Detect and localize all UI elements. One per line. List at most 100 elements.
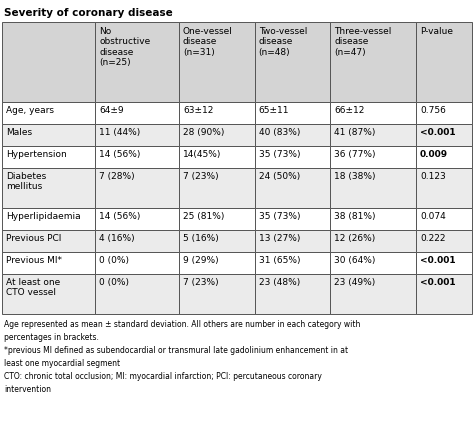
- Bar: [95, 230, 179, 252]
- Text: 0.756: 0.756: [420, 106, 446, 115]
- Text: 23 (49%): 23 (49%): [335, 278, 376, 287]
- Text: 0.222: 0.222: [420, 234, 446, 243]
- Bar: [330, 208, 416, 230]
- Bar: [179, 208, 255, 230]
- Bar: [179, 22, 255, 102]
- Bar: [2, 252, 95, 274]
- Text: Males: Males: [6, 128, 32, 137]
- Bar: [255, 252, 330, 274]
- Bar: [2, 146, 95, 168]
- Text: <0.001: <0.001: [420, 278, 456, 287]
- Bar: [95, 146, 179, 168]
- Text: 12 (26%): 12 (26%): [335, 234, 376, 243]
- Bar: [255, 168, 330, 208]
- Text: intervention: intervention: [4, 385, 51, 394]
- Text: 40 (83%): 40 (83%): [259, 128, 300, 137]
- Text: 0.074: 0.074: [420, 212, 446, 221]
- Bar: [179, 124, 255, 146]
- Text: 23 (48%): 23 (48%): [259, 278, 300, 287]
- Text: percentages in brackets.: percentages in brackets.: [4, 333, 99, 342]
- Bar: [255, 146, 330, 168]
- Text: No
obstructive
disease
(n=25): No obstructive disease (n=25): [100, 27, 151, 67]
- Bar: [2, 124, 95, 146]
- Bar: [416, 124, 472, 146]
- Text: 0 (0%): 0 (0%): [100, 278, 129, 287]
- Text: 5 (16%): 5 (16%): [183, 234, 219, 243]
- Text: CTO: chronic total occlusion; MI: myocardial infarction; PCI: percutaneous coron: CTO: chronic total occlusion; MI: myocar…: [4, 372, 322, 381]
- Bar: [255, 102, 330, 124]
- Text: 7 (23%): 7 (23%): [183, 172, 219, 181]
- Text: <0.001: <0.001: [420, 128, 456, 137]
- Text: 14 (56%): 14 (56%): [100, 150, 141, 159]
- Text: Previous MI*: Previous MI*: [6, 256, 62, 265]
- Bar: [416, 146, 472, 168]
- Text: 11 (44%): 11 (44%): [100, 128, 141, 137]
- Text: 31 (65%): 31 (65%): [259, 256, 300, 265]
- Text: 63±12: 63±12: [183, 106, 213, 115]
- Bar: [179, 168, 255, 208]
- Text: Age represented as mean ± standard deviation. All others are number in each cate: Age represented as mean ± standard devia…: [4, 320, 360, 329]
- Bar: [330, 146, 416, 168]
- Bar: [2, 168, 95, 208]
- Text: 14(45%): 14(45%): [183, 150, 221, 159]
- Bar: [179, 252, 255, 274]
- Text: 4 (16%): 4 (16%): [100, 234, 135, 243]
- Bar: [179, 146, 255, 168]
- Text: Severity of coronary disease: Severity of coronary disease: [4, 8, 173, 18]
- Bar: [179, 230, 255, 252]
- Text: Age, years: Age, years: [6, 106, 54, 115]
- Text: 18 (38%): 18 (38%): [335, 172, 376, 181]
- Bar: [2, 274, 95, 314]
- Bar: [330, 102, 416, 124]
- Text: 7 (23%): 7 (23%): [183, 278, 219, 287]
- Text: Two-vessel
disease
(n=48): Two-vessel disease (n=48): [259, 27, 307, 57]
- Text: 35 (73%): 35 (73%): [259, 150, 300, 159]
- Bar: [95, 22, 179, 102]
- Bar: [416, 252, 472, 274]
- Text: 36 (77%): 36 (77%): [335, 150, 376, 159]
- Text: Diabetes
mellitus: Diabetes mellitus: [6, 172, 46, 191]
- Text: 66±12: 66±12: [335, 106, 365, 115]
- Bar: [330, 168, 416, 208]
- Bar: [330, 230, 416, 252]
- Bar: [255, 274, 330, 314]
- Bar: [416, 274, 472, 314]
- Bar: [95, 124, 179, 146]
- Text: 35 (73%): 35 (73%): [259, 212, 300, 221]
- Text: 38 (81%): 38 (81%): [335, 212, 376, 221]
- Text: least one myocardial segment: least one myocardial segment: [4, 359, 120, 368]
- Text: At least one
CTO vessel: At least one CTO vessel: [6, 278, 60, 297]
- Text: 9 (29%): 9 (29%): [183, 256, 219, 265]
- Bar: [179, 102, 255, 124]
- Bar: [330, 124, 416, 146]
- Text: Three-vessel
disease
(n=47): Three-vessel disease (n=47): [335, 27, 392, 57]
- Bar: [95, 208, 179, 230]
- Bar: [95, 168, 179, 208]
- Bar: [2, 102, 95, 124]
- Bar: [416, 22, 472, 102]
- Text: Hypertension: Hypertension: [6, 150, 67, 159]
- Text: 7 (28%): 7 (28%): [100, 172, 135, 181]
- Text: 28 (90%): 28 (90%): [183, 128, 224, 137]
- Text: <0.001: <0.001: [420, 256, 456, 265]
- Bar: [330, 274, 416, 314]
- Bar: [255, 124, 330, 146]
- Bar: [416, 168, 472, 208]
- Bar: [255, 22, 330, 102]
- Bar: [330, 252, 416, 274]
- Bar: [2, 208, 95, 230]
- Text: *previous MI defined as subendocardial or transmural late gadolinium enhancement: *previous MI defined as subendocardial o…: [4, 346, 348, 355]
- Bar: [2, 230, 95, 252]
- Text: 14 (56%): 14 (56%): [100, 212, 141, 221]
- Text: P-value: P-value: [420, 27, 453, 36]
- Text: 41 (87%): 41 (87%): [335, 128, 376, 137]
- Text: Hyperlipidaemia: Hyperlipidaemia: [6, 212, 81, 221]
- Bar: [95, 274, 179, 314]
- Text: 25 (81%): 25 (81%): [183, 212, 224, 221]
- Text: One-vessel
disease
(n=31): One-vessel disease (n=31): [183, 27, 233, 57]
- Text: 30 (64%): 30 (64%): [335, 256, 376, 265]
- Text: 0.123: 0.123: [420, 172, 446, 181]
- Text: 0.009: 0.009: [420, 150, 448, 159]
- Bar: [255, 208, 330, 230]
- Bar: [416, 102, 472, 124]
